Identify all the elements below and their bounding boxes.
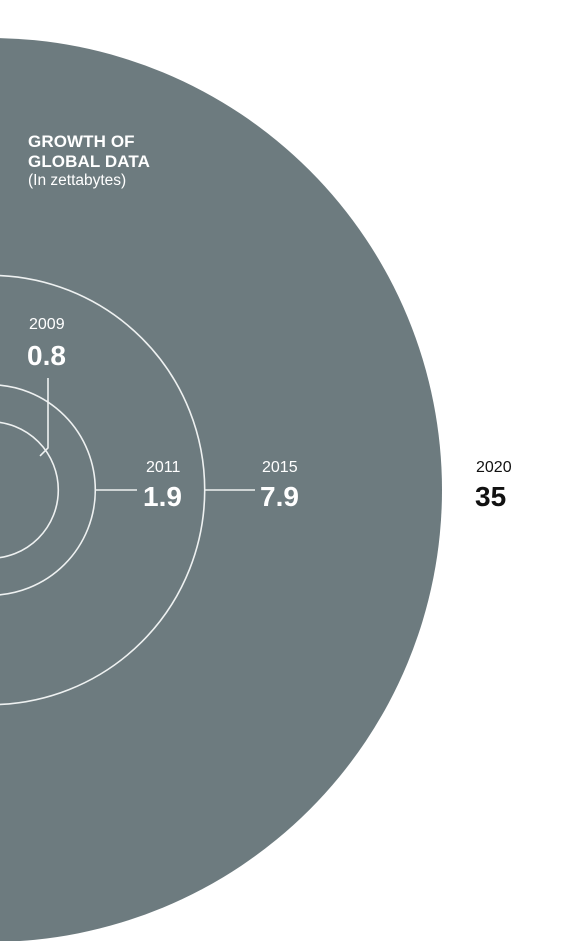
ring-2009 (0, 421, 60, 559)
value-label-2015: 7.9 (260, 481, 299, 512)
year-label-2020: 2020 (476, 459, 512, 476)
leaders-layer (39, 378, 255, 491)
ring-2011 (0, 384, 97, 596)
chart-title-block: GROWTH OF GLOBAL DATA (In zettabytes) (28, 133, 150, 189)
value-label-2020: 35 (475, 481, 507, 512)
value-label-2009: 0.8 (27, 340, 66, 371)
year-label-2009: 2009 (29, 316, 65, 333)
leader-line-2009 (39, 378, 49, 457)
chart-title-line-1: GROWTH OF (28, 132, 135, 151)
year-label-2015: 2015 (262, 459, 298, 476)
ring-2015 (0, 274, 206, 706)
year-label-2011: 2011 (146, 459, 181, 476)
value-label-2011: 1.9 (143, 481, 182, 512)
chart-subtitle: (In zettabytes) (28, 172, 127, 189)
chart-title-line-2: GLOBAL DATA (28, 152, 150, 171)
